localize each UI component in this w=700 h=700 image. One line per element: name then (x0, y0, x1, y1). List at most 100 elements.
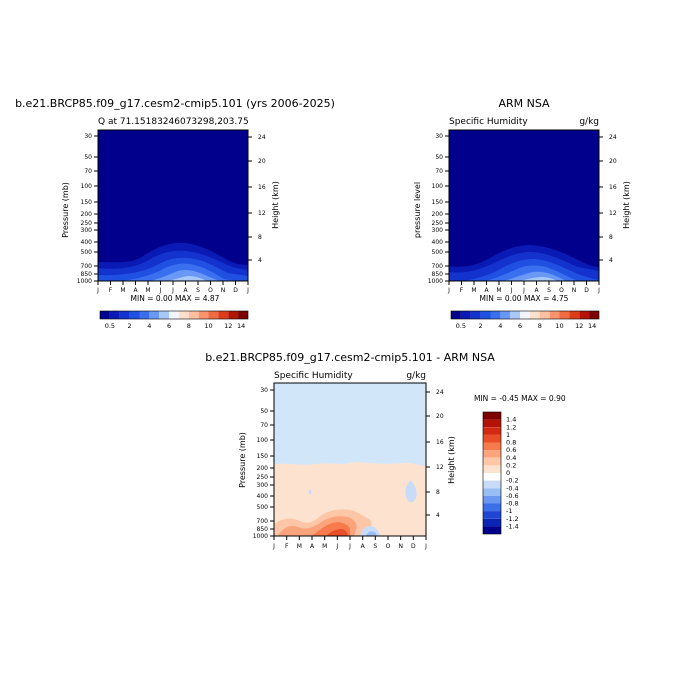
y-tick-label: 70 (84, 168, 92, 175)
colorbar-box (238, 311, 248, 319)
panel-diff-colorbar: 1.4 1.2 1 0.8 0.6 0.4 0.2 0 -0.2 -0.4 -0… (482, 411, 519, 535)
colorbar-box (470, 311, 481, 319)
x-tick-label: J (522, 287, 525, 294)
y-tick-label: 500 (81, 249, 93, 256)
y-tick-label: 100 (257, 437, 269, 444)
colorbar-label: 10 (204, 322, 212, 330)
contour-negative-upper (405, 480, 417, 503)
panel-obs-minmax: MIN = 0.00 MAX = 4.75 (480, 294, 569, 303)
colorbar-box (460, 311, 471, 319)
panel-obs-right-label: g/kg (579, 117, 599, 127)
colorbar-box (149, 311, 160, 319)
colorbar-label: 1.2 (506, 423, 516, 431)
x-tick-label: F (285, 543, 289, 550)
colorbar-label: -0.8 (506, 500, 519, 508)
colorbar-label: 0.4 (506, 454, 516, 462)
contour-positive-low (274, 462, 426, 536)
x-tick-label: A (361, 543, 366, 550)
x-tick-label: S (373, 543, 377, 550)
panel-diff-x-ticks: J F M A M J J A S O N D J (272, 536, 427, 550)
panel-obs-ylabel-left: pressure level (413, 182, 422, 238)
colorbar-box (483, 495, 501, 504)
panel-diff-right-label: g/kg (406, 371, 426, 381)
panel-obs: ARM NSA Specific Humidity g/kg J F M A M… (413, 97, 631, 330)
colorbar-box (520, 311, 530, 319)
x-tick-label: F (460, 287, 464, 294)
colorbar-box (483, 488, 501, 496)
height-tick-label: 12 (258, 210, 266, 217)
x-tick-label: M (322, 543, 327, 550)
panel-obs-contours (449, 245, 599, 281)
x-tick-label: M (120, 287, 125, 294)
colorbar-box (100, 311, 110, 319)
panel-obs-y-ticks: 30 50 70 100 150 200 250 300 400 500 700… (428, 133, 449, 285)
height-tick-label: 8 (436, 489, 440, 496)
colorbar-label: 2 (128, 322, 132, 330)
y-tick-label: 250 (257, 474, 269, 481)
colorbar-box (208, 311, 219, 319)
contour-level-6 (168, 276, 207, 281)
colorbar-box (483, 412, 501, 420)
x-tick-label: A (183, 287, 188, 294)
colorbar-box (483, 518, 501, 527)
colorbar-label: -1.4 (506, 522, 519, 530)
colorbar-label: -0.4 (506, 484, 519, 492)
x-tick-label: O (386, 543, 391, 550)
colorbar-box (451, 311, 461, 319)
x-tick-label: J (272, 543, 275, 550)
panel-obs-title: ARM NSA (498, 97, 550, 110)
panel-model: b.e21.BRCP85.f09_g17.cesm2-cmip5.101 (yr… (15, 97, 335, 330)
y-tick-label: 30 (260, 387, 268, 394)
x-tick-label: S (196, 287, 200, 294)
panel-diff-left-label: Specific Humidity (274, 371, 353, 381)
height-tick-label: 8 (258, 234, 262, 241)
colorbar-box (483, 465, 501, 473)
contour-positive-04 (300, 530, 312, 536)
height-tick-label: 24 (609, 134, 617, 141)
y-tick-label: 1000 (428, 278, 443, 285)
x-tick-label: A (133, 287, 138, 294)
colorbar-box (169, 311, 179, 319)
panel-obs-left-label: Specific Humidity (449, 117, 528, 127)
colorbar-box (483, 503, 501, 512)
y-tick-label: 50 (260, 408, 268, 415)
panel-model-height-ticks: 4 8 12 16 20 24 (248, 134, 266, 264)
colorbar-label: 0.5 (105, 322, 115, 330)
height-tick-label: 12 (609, 210, 617, 217)
y-tick-label: 500 (257, 504, 269, 511)
x-tick-label: D (233, 287, 238, 294)
contour-level-6 (520, 277, 558, 281)
y-tick-label: 1000 (77, 278, 92, 285)
panel-model-x-ticks: J F M A M J J A S O N D J (96, 281, 249, 294)
colorbar-label: 0 (506, 469, 510, 477)
colorbar-label: -0.2 (506, 477, 519, 485)
colorbar-frame (99, 310, 249, 320)
colorbar-label: 8 (538, 322, 542, 330)
colorbar-box (483, 450, 501, 458)
panel-obs-ylabel-right: Height (km) (622, 181, 631, 229)
panel-model-minmax: MIN = 0.00 MAX = 4.87 (131, 294, 220, 303)
height-tick-label: 24 (258, 134, 266, 141)
x-tick-label: J (447, 287, 450, 294)
panel-diff-minmax: MIN = -0.45 MAX = 0.90 (474, 394, 566, 403)
y-tick-label: 300 (432, 227, 444, 234)
colorbar-label: 0.8 (506, 439, 516, 447)
x-tick-label: M (145, 287, 150, 294)
height-tick-label: 16 (609, 184, 617, 191)
x-tick-label: J (348, 543, 351, 550)
height-tick-label: 16 (436, 439, 444, 446)
colorbar-label: 12 (575, 322, 583, 330)
colorbar-label: 4 (498, 322, 502, 330)
colorbar-box (119, 311, 130, 319)
colorbar-label: 4 (147, 322, 151, 330)
colorbar-box (198, 311, 209, 319)
x-tick-label: D (411, 543, 416, 550)
colorbar-box (510, 311, 521, 319)
colorbar-label: 6 (167, 322, 171, 330)
panel-model-title: b.e21.BRCP85.f09_g17.cesm2-cmip5.101 (yr… (15, 97, 335, 110)
colorbar-label: 8 (187, 322, 191, 330)
x-tick-label: O (208, 287, 213, 294)
panel-diff-title: b.e21.BRCP85.f09_g17.cesm2-cmip5.101 - A… (205, 351, 495, 364)
colorbar-box (483, 473, 501, 481)
